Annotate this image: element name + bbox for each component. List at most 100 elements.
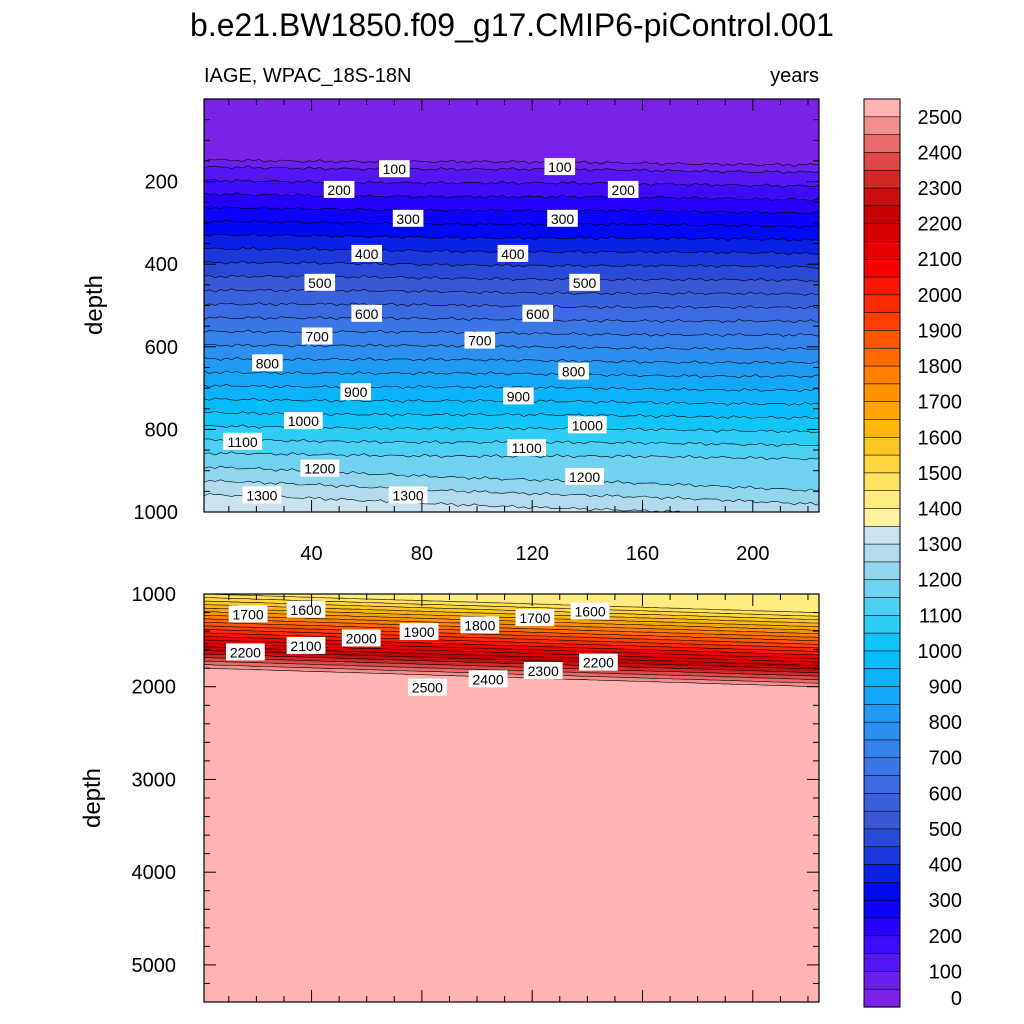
colorbar-box (863, 294, 901, 314)
y-tick-label: 4000 (132, 862, 177, 884)
contour-label-text: 200 (327, 182, 351, 198)
contour-label: 1200 (300, 459, 340, 477)
colorbar-label: 400 (929, 855, 962, 877)
colorbar-label: 2200 (918, 214, 963, 236)
contour-line (204, 622, 819, 642)
contour-label: 900 (340, 383, 371, 401)
contour-label-text: 600 (355, 306, 379, 322)
contour-label-box (460, 616, 500, 634)
y-tick-label: 200 (145, 172, 178, 194)
colorbar-box (863, 223, 901, 243)
colorbar-label: 500 (929, 819, 962, 841)
contour-band (204, 493, 707, 512)
colorbar-label: 1800 (918, 356, 963, 378)
colorbar-box (863, 419, 901, 438)
contour-label-text: 1900 (404, 624, 435, 640)
colorbar-box (863, 615, 901, 634)
contour-label-box (341, 629, 381, 647)
x-tick-label: 40 (300, 543, 322, 565)
contour-label-text: 2400 (473, 671, 504, 687)
contour-label: 900 (503, 387, 534, 405)
colorbar-box (863, 543, 901, 563)
colorbar-label: 2000 (918, 285, 963, 307)
contour-label: 200 (607, 180, 639, 198)
contour-label-text: 800 (256, 355, 280, 371)
colorbar-box (863, 205, 901, 225)
contour-label: 1300 (388, 486, 428, 504)
contour-label-box (252, 354, 283, 372)
y-tick-label: 5000 (132, 955, 177, 977)
colorbar-label: 100 (929, 961, 962, 983)
colorbar-box (863, 187, 901, 207)
colorbar-label: 1000 (918, 641, 963, 663)
contour-label-text: 1100 (512, 440, 542, 456)
colorbar-labels: 2500240023002200210020001900180017001600… (918, 107, 963, 1010)
contour-label: 700 (464, 331, 496, 349)
contour-line (204, 158, 819, 167)
contour-label-box (399, 623, 439, 640)
colorbar-box (863, 810, 901, 830)
contour-line (204, 664, 819, 684)
contour-line (204, 356, 819, 365)
y-tick-label: 2000 (132, 677, 177, 699)
contour-label-box (544, 158, 576, 176)
contour-line (204, 260, 819, 269)
colorbar-box (863, 579, 901, 599)
contour-label-text: 900 (507, 388, 531, 404)
colorbar-box (863, 472, 901, 492)
contour-line (204, 219, 819, 229)
contour-label: 2300 (523, 662, 563, 679)
lower-y-ticks: 1000 2000 3000 4000 5000 (132, 584, 819, 1003)
contour-label: 1600 (570, 602, 610, 620)
colorbar-box (863, 134, 901, 154)
colorbar-box (863, 330, 901, 349)
contour-label-text: 1300 (393, 488, 424, 504)
colorbar-box (863, 561, 901, 581)
contour-label: 200 (323, 180, 355, 198)
contour-label: 800 (558, 362, 589, 380)
contour-label: 2400 (468, 670, 508, 688)
contour-label-text: 1800 (464, 618, 495, 634)
contour-line (204, 625, 819, 645)
contour-label: 1800 (460, 616, 500, 634)
x-tick-label: 160 (626, 543, 659, 565)
colorbar-box (863, 686, 901, 705)
y-tick-label: 800 (145, 419, 178, 441)
colorbar-box (863, 864, 901, 883)
upper-y-ticks: 200 400 600 800 1000 (134, 119, 819, 524)
colorbar-box (863, 276, 901, 296)
upper-contour-fill (204, 99, 819, 512)
colorbar-box (863, 312, 901, 332)
contour-line (204, 493, 708, 512)
contour-line (204, 667, 819, 687)
contour-line (204, 618, 819, 638)
colorbar-box (863, 828, 901, 848)
contour-label-box (226, 643, 265, 661)
contour-label-text: 2100 (290, 638, 321, 654)
contour-label-box (283, 412, 323, 430)
contour-label-box (228, 605, 268, 623)
contour-label-box (567, 416, 607, 434)
upper-x-ticks: 40 80 120 160 200 (228, 99, 809, 565)
contour-label-box (522, 304, 553, 322)
contour-label: 600 (522, 304, 553, 322)
contour-label-text: 100 (548, 159, 572, 175)
colorbar-boxes (863, 98, 901, 1008)
contour-label: 1600 (286, 600, 326, 618)
contour-label-text: 600 (526, 306, 550, 322)
colorbar-label: 1900 (918, 320, 963, 342)
contour-label: 1200 (565, 467, 604, 485)
colorbar-box (863, 436, 901, 456)
contour-label: 300 (392, 209, 424, 227)
upper-contour-lines (204, 158, 819, 512)
contour-label-box (301, 327, 333, 345)
contour-label-text: 500 (573, 275, 597, 291)
contour-label-box (223, 432, 262, 450)
contour-label-box (558, 362, 589, 380)
contour-label: 1000 (283, 412, 323, 430)
contour-label-box (569, 273, 600, 291)
colorbar-label: 1600 (918, 427, 963, 449)
contour-label-box (408, 678, 447, 696)
contour-label-text: 1100 (228, 434, 258, 450)
